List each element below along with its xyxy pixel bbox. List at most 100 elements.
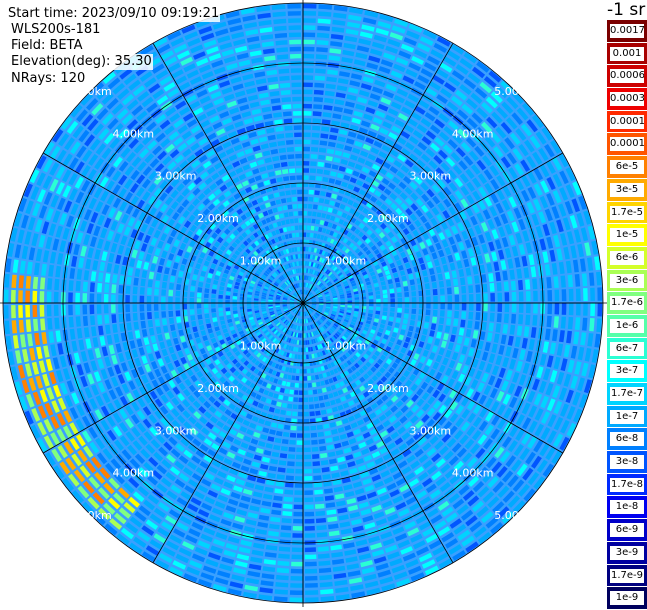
- ppi-cell: [286, 475, 294, 480]
- ppi-cell: [518, 314, 523, 324]
- ppi-cell: [562, 303, 567, 315]
- ppi-cell: [490, 293, 495, 302]
- ppi-cell: [468, 285, 473, 293]
- ppi-cell: [279, 76, 290, 81]
- ppi-cell: [426, 296, 431, 302]
- ppi-cell: [176, 284, 181, 290]
- ppi-cell: [512, 292, 517, 302]
- ppi-cell: [448, 303, 453, 310]
- ppi-cell: [226, 307, 231, 311]
- ppi-cell: [304, 483, 312, 488]
- ppi-cell: [204, 309, 209, 314]
- ppi-cell: [287, 154, 294, 159]
- ppi-cell: [519, 303, 524, 313]
- ppi-cell: [292, 533, 303, 538]
- ppi-cell: [290, 583, 303, 588]
- ppi-cell: [311, 219, 315, 224]
- ppi-cell: [225, 295, 230, 299]
- ppi-cell: [305, 569, 317, 574]
- ppi-cell: [304, 376, 308, 381]
- ppi-cell: [277, 561, 289, 566]
- ppi-cell: [398, 303, 403, 308]
- ppi-cell: [162, 282, 167, 289]
- ppi-cell: [211, 294, 216, 298]
- ppi-cell: [176, 310, 181, 316]
- ppi-cell: [83, 282, 88, 292]
- ppi-cell: [76, 316, 81, 327]
- ppi-cell: [161, 297, 166, 303]
- ppi-cell: [305, 519, 315, 524]
- ppi-cell: [304, 412, 309, 417]
- ppi-cell: [369, 299, 374, 302]
- ppi-cell: [133, 304, 138, 312]
- ppi-cell: [140, 296, 145, 303]
- ppi-cell: [547, 290, 552, 301]
- ppi-cell: [439, 317, 444, 324]
- ppi-cell: [316, 518, 326, 523]
- ppi-cell: [293, 519, 303, 524]
- ppi-cell: [308, 390, 312, 395]
- ppi-cell: [154, 312, 159, 319]
- ppi-cell: [284, 497, 293, 502]
- ppi-cell: [383, 294, 388, 298]
- ppi-cell: [308, 211, 312, 216]
- ppi-cell: [397, 288, 402, 293]
- ppi-cell: [317, 532, 328, 537]
- ppi-cell: [154, 296, 159, 303]
- ppi-cell: [313, 389, 318, 394]
- ppi-cell: [279, 69, 290, 74]
- ppi-cell: [303, 18, 316, 23]
- ppi-cell: [198, 320, 203, 325]
- ppi-cell: [305, 505, 314, 510]
- ppi-cell: [569, 303, 574, 315]
- ppi-cell: [304, 497, 313, 502]
- ppi-cell: [383, 299, 388, 303]
- ppi-cell: [147, 312, 152, 319]
- ppi-cell: [111, 294, 116, 303]
- ppi-cell: [175, 297, 180, 303]
- ppi-cell: [284, 126, 292, 131]
- ppi-cell: [268, 303, 273, 305]
- ppi-cell: [304, 476, 312, 481]
- ppi-cell: [440, 310, 445, 317]
- ppi-cell: [314, 490, 323, 495]
- ppi-cell: [283, 432, 290, 437]
- ppi-cell: [291, 562, 303, 567]
- ppi-cell: [247, 303, 252, 306]
- ppi-cell: [576, 289, 581, 302]
- ppi-cell: [47, 292, 52, 304]
- ppi-cell: [462, 294, 467, 301]
- ppi-cell: [141, 279, 146, 287]
- ppi-cell: [304, 398, 309, 403]
- ppi-cell: [411, 291, 416, 296]
- ppi-cell: [333, 301, 338, 303]
- ppi-cell: [308, 204, 313, 209]
- ppi-cell: [212, 289, 217, 294]
- ppi-cell: [11, 275, 16, 288]
- ppi-cell: [303, 132, 311, 137]
- ppi-cell: [97, 283, 102, 293]
- ppi-cell: [390, 308, 395, 312]
- ppi-cell: [296, 369, 299, 374]
- ppi-cell: [310, 233, 314, 238]
- ppi-cell: [304, 369, 307, 374]
- ppi-cell: [205, 283, 210, 288]
- ppi-cell: [304, 383, 308, 388]
- ppi-cell: [296, 448, 303, 453]
- ppi-cell: [291, 576, 304, 581]
- ppi-cell: [25, 291, 30, 304]
- ppi-cell: [25, 305, 30, 318]
- ppi-cell: [305, 533, 316, 538]
- ppi-cell: [303, 40, 315, 45]
- ppi-cell: [316, 525, 327, 530]
- ppi-cell: [283, 396, 288, 401]
- ppi-cell: [281, 97, 291, 102]
- ppi-cell: [583, 288, 588, 301]
- ppi-cell: [432, 317, 437, 324]
- ppi-cell: [310, 168, 316, 173]
- ppi-cell: [319, 446, 326, 451]
- ppi-cell: [168, 290, 173, 296]
- ppi-cell: [303, 111, 312, 116]
- ppi-cell: [204, 299, 209, 304]
- ppi-cell: [283, 176, 289, 181]
